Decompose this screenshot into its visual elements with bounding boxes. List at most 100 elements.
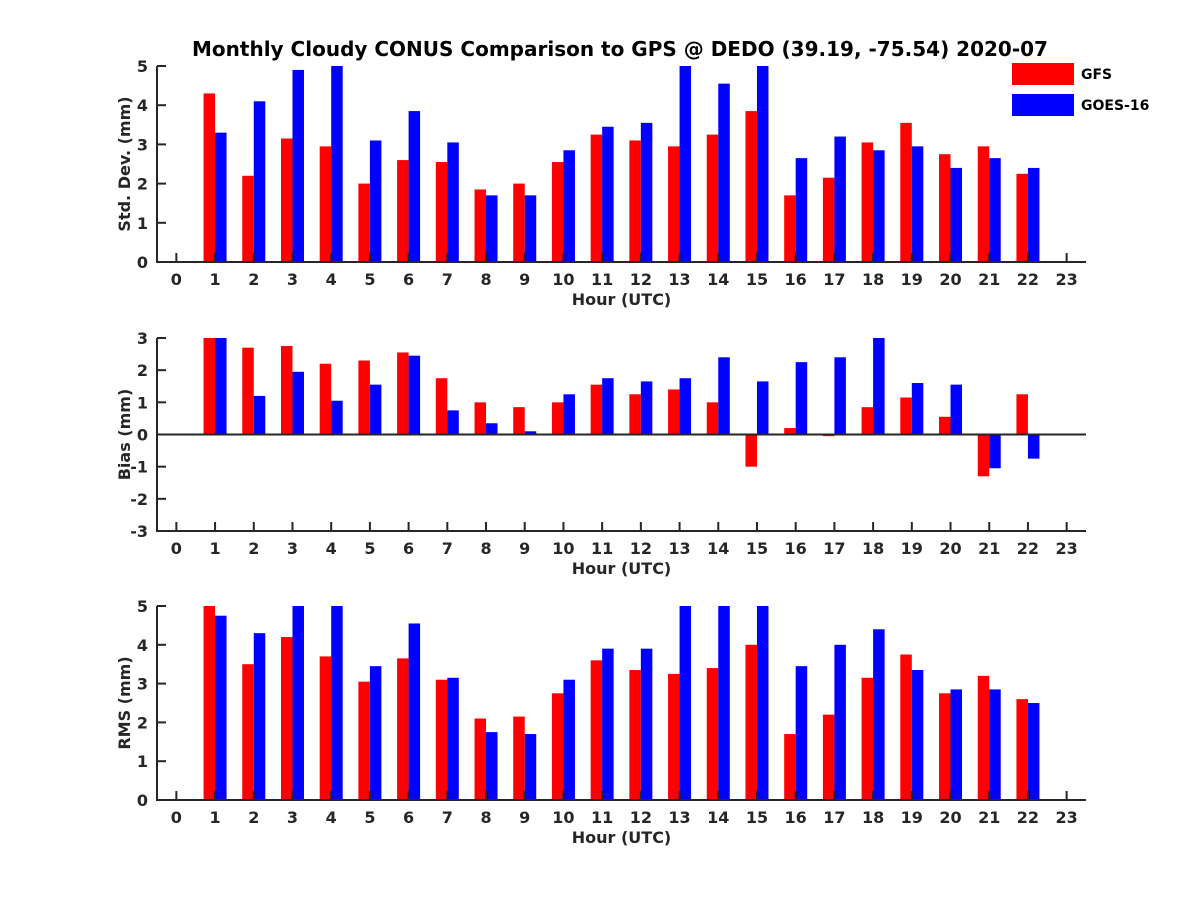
bar-goes-16-hour-22 <box>1027 703 1040 800</box>
x-tick-label: 1 <box>209 270 220 289</box>
x-tick-label: 12 <box>630 539 652 558</box>
bar-goes-16-hour-6 <box>408 623 421 800</box>
bar-goes-16-hour-3 <box>292 371 304 435</box>
bar-gfs-hour-1 <box>203 338 216 435</box>
bar-goes-16-hour-14 <box>718 357 730 435</box>
bar-goes-16-hour-8 <box>486 423 498 435</box>
bar-gfs-hour-13 <box>668 673 680 800</box>
bar-gfs-hour-11 <box>590 660 603 800</box>
bar-gfs-hour-12 <box>629 140 641 262</box>
x-tick-label: 3 <box>287 539 298 558</box>
x-tick-label: 17 <box>823 539 845 558</box>
y-tick-label: 3 <box>137 135 148 154</box>
x-tick-label: 11 <box>591 270 613 289</box>
bar-goes-16-hour-9 <box>524 431 537 435</box>
bar-goes-16-hour-10 <box>563 150 575 262</box>
x-tick-label: 18 <box>862 270 884 289</box>
y-tick-label: -2 <box>130 490 148 509</box>
bar-gfs-hour-2 <box>242 347 254 435</box>
y-tick-label: 1 <box>137 393 148 412</box>
y-tick-label: 5 <box>137 57 148 76</box>
bar-goes-16-hour-4 <box>331 66 343 262</box>
bar-goes-16-hour-12 <box>640 381 653 435</box>
bar-gfs-hour-12 <box>629 670 641 800</box>
bar-gfs-hour-4 <box>319 146 332 262</box>
bar-gfs-hour-18 <box>861 407 874 435</box>
x-tick-label: 3 <box>287 808 298 827</box>
bar-goes-16-hour-8 <box>486 195 498 262</box>
x-tick-label: 12 <box>630 808 652 827</box>
bar-goes-16-hour-2 <box>253 395 266 435</box>
bar-goes-16-hour-7 <box>447 142 459 262</box>
bar-gfs-hour-3 <box>280 138 293 262</box>
bar-goes-16-hour-13 <box>679 606 692 800</box>
bar-gfs-hour-9 <box>513 183 525 262</box>
x-tick-label: 16 <box>785 270 807 289</box>
x-tick-label: 22 <box>1017 270 1039 289</box>
x-tick-label: 17 <box>823 270 845 289</box>
bar-gfs-hour-19 <box>900 654 912 800</box>
bar-goes-16-hour-18 <box>873 629 885 800</box>
x-tick-label: 20 <box>939 539 961 558</box>
bar-goes-16-hour-18 <box>873 338 885 435</box>
x-tick-label: 8 <box>480 539 491 558</box>
x-tick-label: 12 <box>630 270 652 289</box>
bar-gfs-hour-9 <box>513 716 525 800</box>
x-axis-label: Hour (UTC) <box>572 559 672 578</box>
bar-gfs-hour-17 <box>822 177 835 262</box>
bar-gfs-hour-19 <box>900 397 912 435</box>
y-tick-label: 4 <box>137 96 148 115</box>
x-tick-label: 23 <box>1056 808 1078 827</box>
x-tick-label: 4 <box>326 270 337 289</box>
y-tick-label: -3 <box>130 522 148 541</box>
y-tick-label: 1 <box>137 214 148 233</box>
bar-gfs-hour-6 <box>397 160 409 262</box>
bar-gfs-hour-3 <box>280 346 293 435</box>
bar-gfs-hour-17 <box>822 714 835 800</box>
bar-goes-16-hour-2 <box>253 633 266 800</box>
bar-goes-16-hour-15 <box>756 606 769 800</box>
x-tick-label: 7 <box>442 808 453 827</box>
y-axis-label: RMS (mm) <box>115 656 134 749</box>
bar-goes-16-hour-11 <box>602 378 614 435</box>
bar-goes-16-hour-4 <box>331 400 343 435</box>
y-tick-label: 2 <box>137 361 148 380</box>
bar-goes-16-hour-5 <box>369 666 382 800</box>
x-tick-label: 6 <box>403 539 414 558</box>
y-tick-label: -1 <box>130 458 148 477</box>
y-tick-label: 4 <box>137 636 148 655</box>
bar-gfs-hour-16 <box>784 734 796 800</box>
bar-gfs-hour-20 <box>939 154 951 262</box>
x-tick-label: 9 <box>519 808 530 827</box>
bar-goes-16-hour-15 <box>756 66 769 262</box>
x-tick-label: 15 <box>746 808 768 827</box>
bar-gfs-hour-8 <box>474 189 487 262</box>
legend: GFS GOES-16 <box>1012 63 1149 116</box>
bar-goes-16-hour-19 <box>911 146 924 262</box>
x-tick-label: 7 <box>442 539 453 558</box>
x-tick-label: 13 <box>668 270 690 289</box>
bar-gfs-hour-18 <box>861 677 874 800</box>
bar-goes-16-hour-10 <box>563 394 575 435</box>
x-tick-label: 4 <box>326 808 337 827</box>
x-tick-label: 11 <box>591 539 613 558</box>
bar-goes-16-hour-20 <box>950 384 963 435</box>
x-tick-label: 10 <box>552 539 574 558</box>
bar-gfs-hour-22 <box>1016 699 1028 800</box>
x-tick-label: 22 <box>1017 539 1039 558</box>
x-tick-label: 18 <box>862 539 884 558</box>
x-tick-label: 4 <box>326 539 337 558</box>
bar-goes-16-hour-9 <box>524 195 537 262</box>
bar-goes-16-hour-12 <box>640 648 653 800</box>
bar-goes-16-hour-16 <box>795 666 808 800</box>
bar-gfs-hour-3 <box>280 637 293 800</box>
bar-gfs-hour-15 <box>745 644 757 800</box>
bar-gfs-hour-10 <box>551 402 564 435</box>
y-axis-label: Bias (mm) <box>115 389 134 481</box>
y-axis-label: Std. Dev. (mm) <box>115 96 134 231</box>
bar-goes-16-hour-12 <box>640 122 653 262</box>
bar-goes-16-hour-17 <box>834 644 846 800</box>
x-tick-label: 23 <box>1056 539 1078 558</box>
